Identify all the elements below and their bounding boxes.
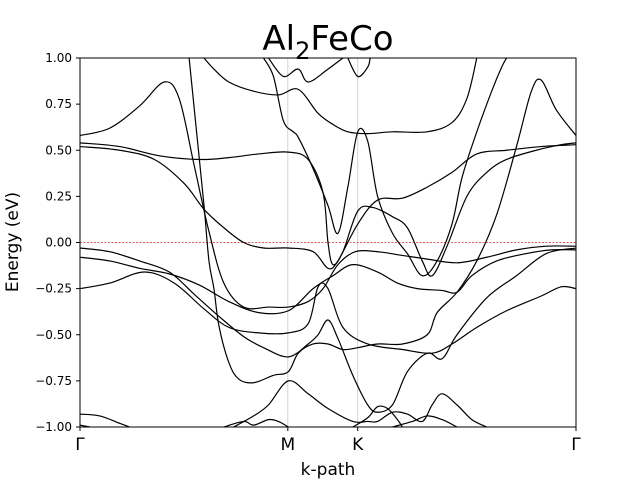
band-line-17 [352,405,403,427]
y-tick-label: 0.75 [45,97,72,111]
y-axis-title: Energy (eV) [3,192,23,292]
y-axis-ticks: −1.00 −0.75 −0.50 −0.25 0.00 0.25 0.50 0.75 1.00 [35,51,80,434]
y-tick-label: 1.00 [45,51,72,65]
y-tick-label: −1.00 [35,420,72,434]
band-line-4 [80,271,576,354]
kpoint-label: K [352,435,364,455]
band-line-14 [233,380,487,427]
kpoint-label: M [280,435,295,455]
band-line-7 [188,58,576,384]
band-line-10 [268,58,344,83]
kpoint-label: Γ [75,435,85,455]
band-line-8 [203,58,478,135]
kpoint-label: Γ [571,435,581,455]
band-line-3 [80,144,576,270]
y-tick-label: 0.50 [45,143,72,157]
y-tick-label: −0.25 [35,282,72,296]
band-line-16 [392,415,458,427]
band-line-11 [347,58,371,78]
band-line-5 [80,247,576,413]
band-line-2 [80,142,576,277]
band-line-15 [223,418,289,427]
band-line-1 [80,81,576,310]
band-line-6 [80,249,576,315]
band-line-12 [80,413,130,427]
y-tick-label: 0.25 [45,189,72,203]
x-axis-title: k-path [301,460,356,480]
band-line-9 [262,58,508,277]
y-tick-label: −0.75 [35,374,72,388]
y-tick-label: 0.00 [45,236,72,250]
y-tick-label: −0.50 [35,328,72,342]
